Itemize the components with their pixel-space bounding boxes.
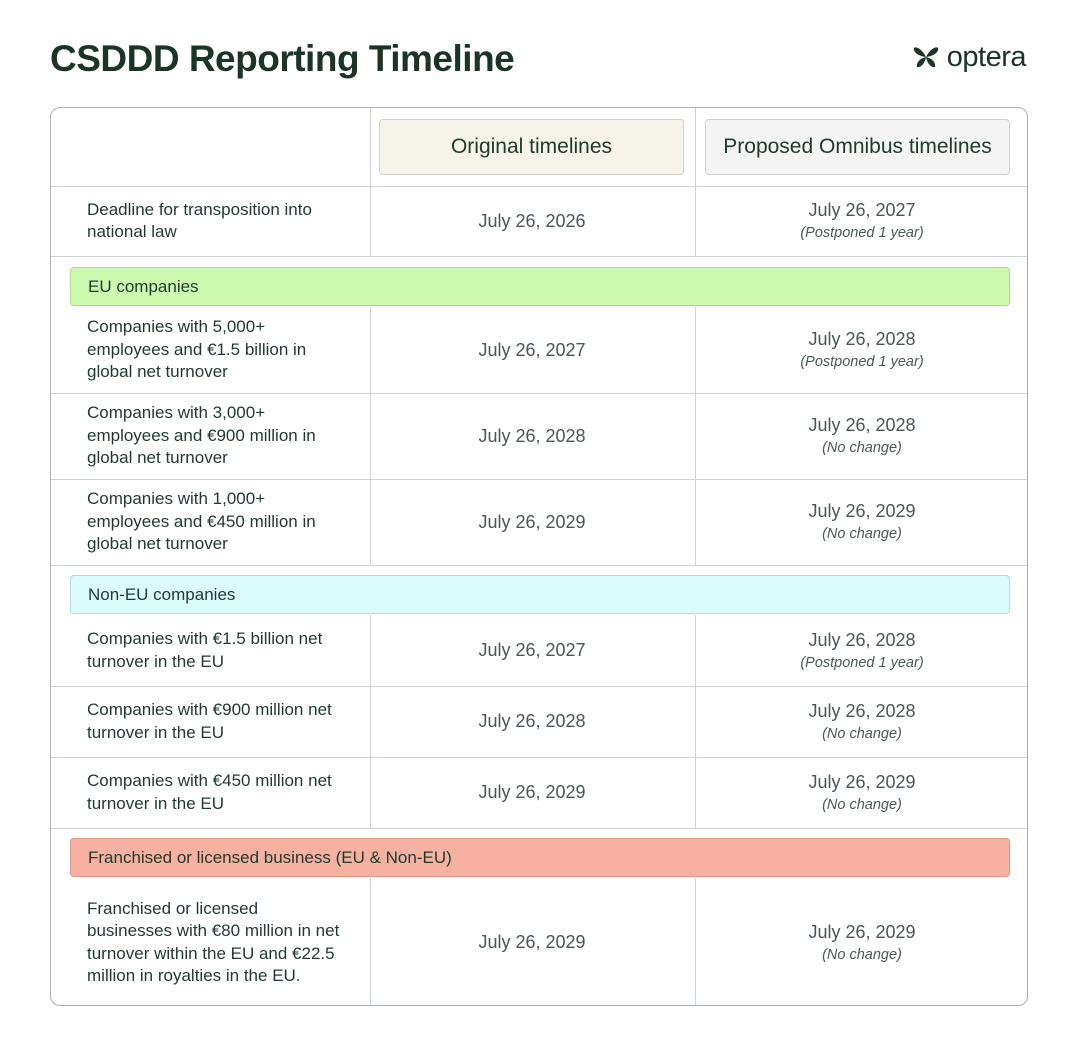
- row-label: Companies with 1,000+ employees and €450…: [87, 489, 316, 554]
- table-row: Companies with €900 million net turnover…: [51, 686, 1027, 757]
- table-row: Companies with 1,000+ employees and €450…: [51, 479, 1027, 565]
- table-row: Companies with €1.5 billion net turnover…: [51, 615, 1027, 686]
- proposed-note: (No change): [822, 526, 902, 542]
- proposed-date: July 26, 2028: [808, 329, 916, 349]
- proposed-cell: July 26, 2029 (No change): [695, 757, 1027, 828]
- proposed-timelines-header: Proposed Omnibus timelines: [705, 119, 1010, 175]
- original-date: July 26, 2029: [478, 932, 586, 952]
- proposed-date: July 26, 2028: [808, 629, 916, 650]
- table-row: Companies with 3,000+ employees and €900…: [51, 393, 1027, 479]
- proposed-cell: July 26, 2027 (Postponed 1 year): [695, 186, 1027, 256]
- table-row: Companies with 5,000+ employees and €1.5…: [51, 307, 1027, 393]
- proposed-note: (No change): [822, 946, 902, 963]
- proposed-date: July 26, 2028: [808, 700, 916, 721]
- proposed-cell: July 26, 2028 (Postponed 1 year): [695, 615, 1027, 686]
- row-label: Companies with €450 million net turnover…: [87, 771, 332, 813]
- timeline-table: Original timelines Proposed Omnibus time…: [50, 107, 1028, 1006]
- proposed-date: July 26, 2029: [808, 771, 916, 792]
- proposed-date: July 26, 2028: [808, 415, 916, 435]
- original-date: July 26, 2028: [478, 425, 586, 446]
- proposed-note: (Postponed 1 year): [800, 354, 924, 370]
- row-label: Companies with 3,000+ employees and €900…: [87, 403, 316, 468]
- original-date: July 26, 2026: [478, 210, 586, 231]
- table-row: Deadline for transposition into national…: [51, 186, 1027, 256]
- original-date: July 26, 2027: [478, 640, 586, 660]
- proposed-date: July 26, 2029: [808, 921, 916, 942]
- section-band-franchised: Franchised or licensed business (EU & No…: [70, 838, 1010, 877]
- proposed-note: (No change): [822, 725, 902, 742]
- original-date: July 26, 2028: [478, 711, 586, 731]
- proposed-note: (Postponed 1 year): [800, 225, 924, 241]
- row-label: Companies with €900 million net turnover…: [87, 700, 332, 742]
- optera-logo: optera: [913, 40, 1027, 74]
- proposed-cell: July 26, 2028 (No change): [695, 393, 1027, 479]
- row-label: Franchised or licensed businesses with €…: [87, 898, 340, 986]
- proposed-cell: July 26, 2028 (No change): [695, 686, 1027, 757]
- logo-wordmark: optera: [946, 41, 1027, 73]
- original-date: July 26, 2029: [478, 511, 586, 532]
- proposed-cell: July 26, 2029 (No change): [695, 878, 1027, 1005]
- table-row: Companies with €450 million net turnover…: [51, 757, 1027, 828]
- page-title: CSDDD Reporting Timeline: [50, 38, 515, 79]
- proposed-cell: July 26, 2029 (No change): [695, 479, 1027, 565]
- original-date: July 26, 2027: [478, 339, 586, 360]
- proposed-cell: July 26, 2028 (Postponed 1 year): [695, 307, 1027, 393]
- proposed-note: (No change): [822, 796, 902, 813]
- row-label: Companies with €1.5 billion net turnover…: [87, 629, 323, 671]
- section-band-eu: EU companies: [70, 267, 1010, 306]
- optera-butterfly-logo-icon: [913, 47, 938, 68]
- proposed-note: (No change): [822, 440, 902, 456]
- original-timelines-header: Original timelines: [379, 119, 684, 175]
- proposed-date: July 26, 2027: [808, 200, 916, 220]
- original-date: July 26, 2029: [478, 782, 586, 802]
- proposed-note: (Postponed 1 year): [800, 654, 924, 671]
- table-row: Franchised or licensed businesses with €…: [51, 878, 1027, 1005]
- row-label: Companies with 5,000+ employees and €1.5…: [87, 317, 307, 382]
- row-label: Deadline for transposition into national…: [87, 199, 312, 242]
- proposed-date: July 26, 2029: [808, 501, 916, 521]
- section-band-non-eu: Non-EU companies: [70, 575, 1010, 614]
